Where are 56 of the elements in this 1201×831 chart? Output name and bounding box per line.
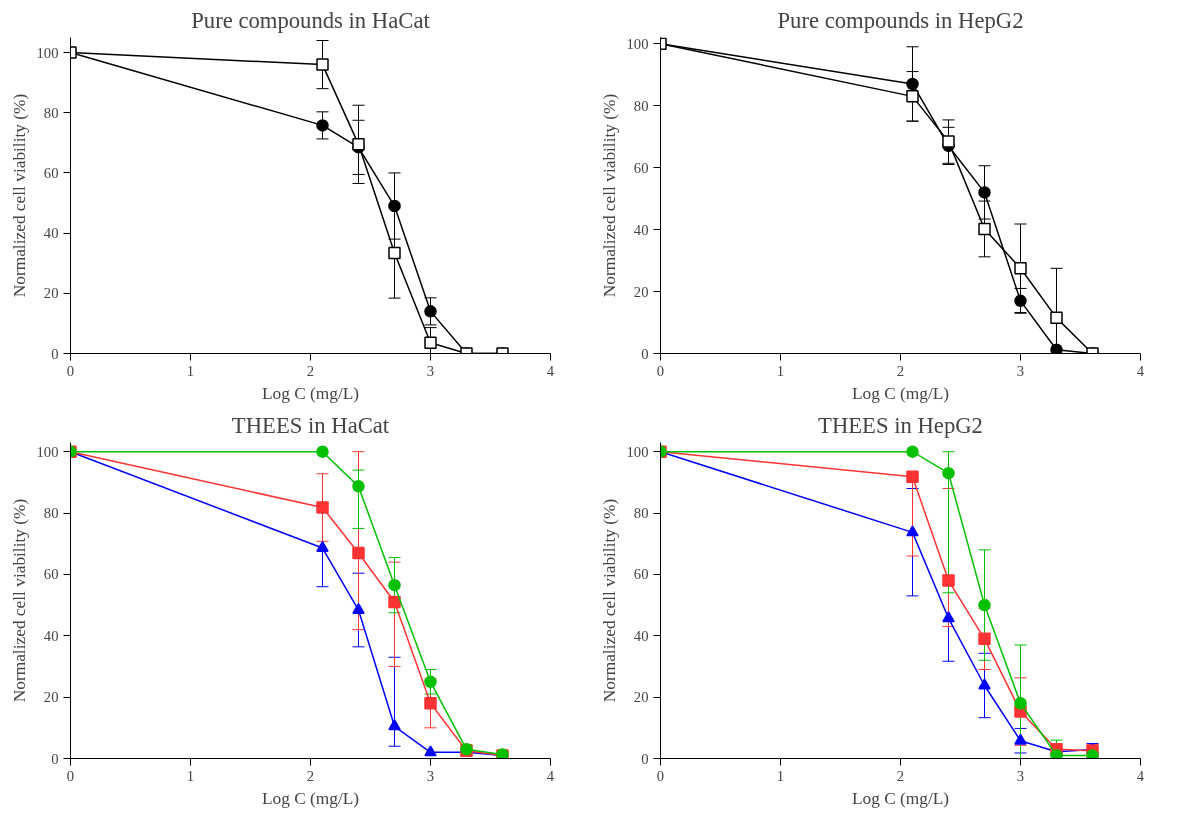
x-tick-label: 1 [186,767,195,784]
y-tick-label: 100 [36,44,59,61]
y-axis-title: Normalized cell viability (%) [599,498,619,703]
x-tick-label: 1 [186,362,195,379]
x-axis-title: Log C (mg/L) [261,788,360,808]
x-tick-label: 3 [426,767,435,784]
y-tick-label: 40 [43,627,59,644]
x-tick-label: 3 [1016,767,1025,784]
y-tick-label: 80 [633,97,649,114]
y-tick-label: 100 [36,443,59,460]
y-tick-label: 20 [633,689,649,706]
y-tick-label: 80 [633,505,649,522]
x-tick-label: 0 [66,767,75,784]
y-tick-label: 60 [633,566,649,583]
y-tick-label: 20 [633,283,649,300]
y-tick-label: 100 [626,35,649,52]
x-tick-label: 1 [776,362,785,379]
y-tick-label: 60 [633,159,649,176]
y-axis-title: Normalized cell viability (%) [9,498,29,703]
x-tick-label: 0 [66,362,75,379]
y-tick-label: 40 [43,225,59,242]
y-tick-label: 60 [43,566,59,583]
y-tick-label: 20 [43,285,59,302]
x-tick-label: 2 [896,362,905,379]
y-tick-label: 0 [641,345,649,362]
chart-title: Pure compounds in HaCat [191,7,431,33]
y-tick-label: 80 [43,505,59,522]
chart-title: Pure compounds in HepG2 [777,7,1024,33]
x-tick-label: 0 [656,767,665,784]
y-tick-label: 0 [51,750,59,767]
y-axis-title: Normalized cell viability (%) [9,93,29,298]
y-tick-label: 20 [43,689,59,706]
x-axis-title: Log C (mg/L) [261,383,360,403]
y-tick-label: 60 [43,164,59,181]
y-axis-title: Normalized cell viability (%) [599,93,619,298]
x-tick-label: 0 [656,362,665,379]
x-tick-label: 4 [1136,362,1145,379]
x-tick-label: 4 [546,767,555,784]
x-tick-label: 4 [546,362,555,379]
chart-title: THEES in HaCat [231,412,390,438]
y-tick-label: 100 [626,443,649,460]
y-tick-label: 0 [641,750,649,767]
x-axis-title: Log C (mg/L) [851,383,950,403]
x-tick-label: 4 [1136,767,1145,784]
y-tick-label: 80 [43,104,59,121]
x-tick-label: 3 [1016,362,1025,379]
x-tick-label: 2 [306,767,315,784]
x-tick-label: 3 [426,362,435,379]
x-tick-label: 1 [776,767,785,784]
y-tick-label: 40 [633,221,649,238]
y-tick-label: 0 [51,345,59,362]
x-tick-label: 2 [306,362,315,379]
y-tick-label: 40 [633,627,649,644]
chart-title: THEES in HepG2 [818,412,983,438]
x-axis-title: Log C (mg/L) [851,788,950,808]
x-tick-label: 2 [896,767,905,784]
